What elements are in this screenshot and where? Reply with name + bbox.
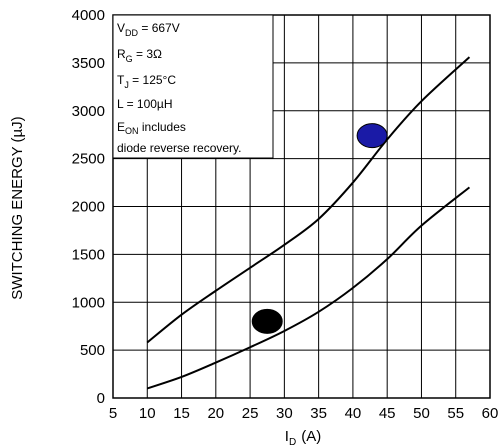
- y-tick-label: 3500: [72, 55, 105, 72]
- plot-frame: [112, 14, 491, 399]
- condition-l: L = 100µH: [117, 97, 173, 111]
- condition-eon: EON includes: [117, 120, 186, 136]
- grid-lines: [113, 15, 490, 398]
- series-lines: [146, 56, 471, 390]
- eoff-curve: [146, 186, 471, 390]
- x-tick-label: 60: [482, 405, 499, 422]
- y-tick-label: 3000: [72, 103, 105, 120]
- condition-vdd: VDD = 667V: [117, 21, 180, 38]
- conditions-box: VDD = 667V RG = 3Ω TJ = 125°C L = 100µH …: [112, 14, 274, 159]
- x-axis-label: ID (A): [285, 428, 321, 447]
- eon-marker: [356, 123, 388, 149]
- y-tick-label: 1000: [72, 294, 105, 311]
- x-tick-label: 20: [207, 405, 224, 422]
- y-tick-label: 2500: [72, 151, 105, 168]
- x-tick-label: 5: [109, 405, 117, 422]
- y-tick-label: 2000: [72, 199, 105, 216]
- x-tick-label: 25: [242, 405, 259, 422]
- eoff-marker: [251, 308, 283, 334]
- x-tick-label: 55: [447, 405, 464, 422]
- x-tick-label: 10: [139, 405, 156, 422]
- condition-recovery: diode reverse recovery.: [117, 141, 242, 155]
- x-tick-label: 45: [379, 405, 396, 422]
- y-tick-label: 0: [97, 390, 105, 407]
- y-tick-labels: 0 500 1000 1500 2000 2500 3000 3500 4000: [72, 7, 105, 407]
- y-tick-label: 4000: [72, 7, 105, 24]
- y-tick-label: 500: [80, 342, 105, 359]
- x-tick-label: 15: [173, 405, 190, 422]
- x-tick-label: 35: [310, 405, 327, 422]
- y-axis-label: SWITCHING ENERGY (µJ): [9, 116, 26, 299]
- eon-curve: [146, 56, 471, 344]
- x-tick-label: 50: [413, 405, 430, 422]
- x-tick-label: 40: [345, 405, 362, 422]
- condition-rg: RG = 3Ω: [117, 47, 162, 64]
- curve-markers: [251, 123, 388, 334]
- x-tick-labels: 5 10 15 20 25 30 35 40 45 50 55 60: [109, 405, 499, 422]
- y-tick-label: 1500: [72, 246, 105, 263]
- conditions-box-border: [112, 14, 274, 159]
- x-tick-label: 30: [276, 405, 293, 422]
- condition-tj: TJ = 125°C: [117, 73, 176, 90]
